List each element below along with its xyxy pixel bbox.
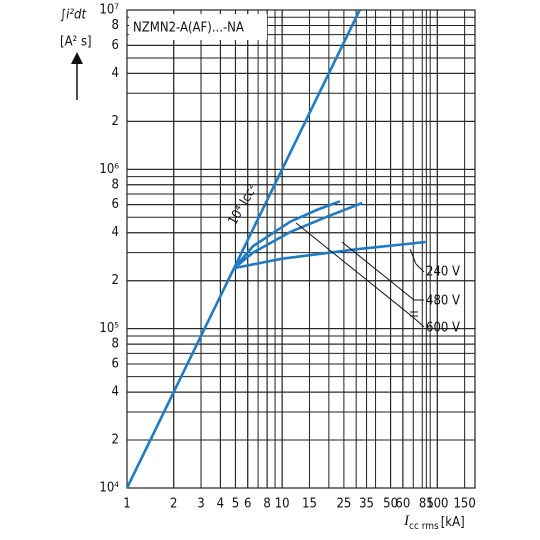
y-tick-label: 10⁴	[99, 481, 119, 496]
y-tick-label: 6	[112, 357, 119, 372]
x-tick-label: 15	[302, 497, 317, 512]
series-line	[233, 240, 426, 270]
x-tick-label: 3	[197, 497, 204, 512]
y-tick-label: 2	[112, 114, 119, 129]
x-tick-label: 4	[217, 497, 224, 512]
chart-title: NZMN2-A(AF)...-NA	[133, 21, 244, 36]
x-axis-symbol: I	[403, 513, 410, 529]
series	[125, 9, 426, 489]
x-tick-label: 85	[419, 497, 434, 512]
series-label: 600 V	[426, 321, 460, 336]
series-line	[125, 9, 361, 489]
y-tick-label: 8	[112, 18, 119, 33]
x-tick-label: 25	[336, 497, 351, 512]
y-tick-label: 10⁵	[99, 321, 119, 336]
x-tick-label: 8	[263, 497, 270, 512]
x-axis-unit: [kA]	[441, 515, 465, 530]
y-axis-unit: [A² s]	[60, 35, 92, 50]
title-backdrop	[129, 14, 267, 40]
y-tick-label: 6	[112, 197, 119, 212]
series-label: 240 V	[426, 265, 460, 280]
y-tick-label: 4	[112, 225, 119, 240]
x-tick-label: 5	[232, 497, 239, 512]
y-tick-label: 2	[112, 273, 119, 288]
leader-480	[341, 241, 424, 301]
x-tick-label: 150	[453, 497, 475, 512]
plot-frame	[126, 9, 476, 489]
y-tick-label: 4	[112, 385, 119, 400]
x-tick-label: 10	[275, 497, 290, 512]
y-tick-label: 8	[112, 177, 119, 192]
y-tick-label: 2	[112, 433, 119, 448]
leader-240	[409, 248, 425, 273]
x-tick-label: 50	[383, 497, 398, 512]
series-label: 480 V	[426, 294, 460, 309]
leader-600	[295, 222, 425, 328]
grid	[126, 9, 476, 489]
x-axis-label: Icc rms [kA]	[403, 513, 465, 532]
series-line	[233, 200, 341, 269]
x-tick-label: 6	[244, 497, 251, 512]
x-tick-label: 1	[123, 497, 130, 512]
y-tick-label: 10⁶	[99, 162, 119, 177]
y-axis-arrowhead	[71, 52, 83, 64]
x-tick-label: 35	[359, 497, 374, 512]
y-axis-symbol: ∫i²dt	[60, 8, 86, 23]
series-line	[233, 201, 363, 270]
x-tick-label: 60	[395, 497, 410, 512]
x-tick-label: 100	[426, 497, 448, 512]
y-tick-label: 6	[112, 38, 119, 53]
y-tick-label: 10⁷	[99, 3, 119, 18]
x-tick-label: 2	[170, 497, 177, 512]
x-axis-subscript: cc rms	[409, 521, 439, 532]
y-tick-label: 8	[112, 337, 119, 352]
y-tick-label: 4	[112, 66, 119, 81]
